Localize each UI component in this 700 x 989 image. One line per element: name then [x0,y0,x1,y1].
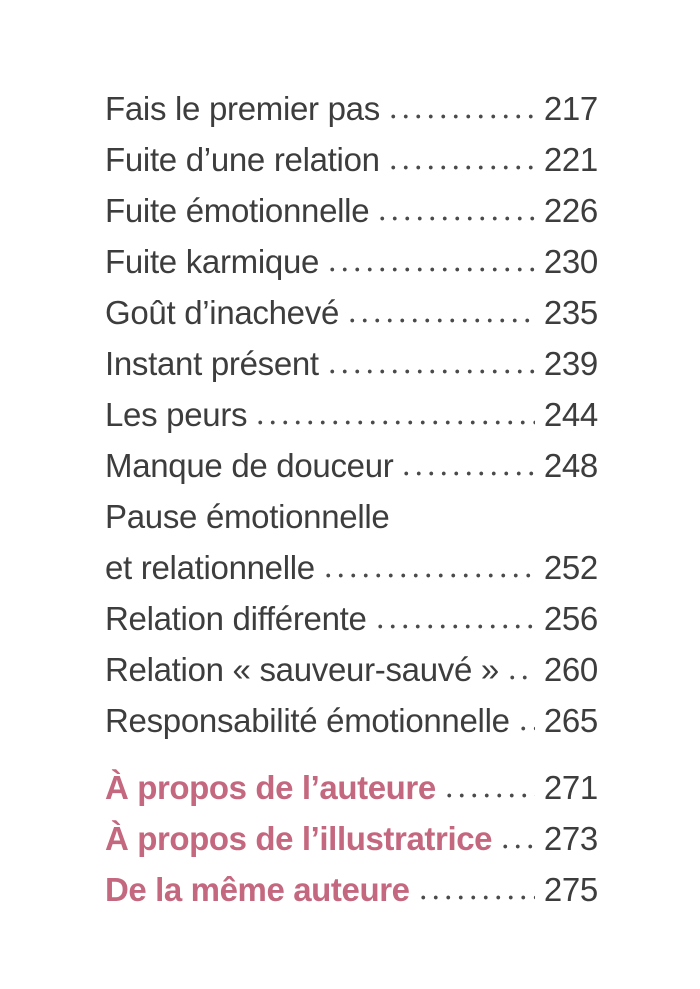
toc-entry: Goût d’inachevé 235 [105,294,598,345]
toc-entry: Fais le premier pas 217 [105,90,598,141]
dotted-leader [326,266,535,273]
toc-entry-title: De la même auteure [105,871,410,908]
dotted-leader [505,674,535,681]
toc-entry-page-number: 230 [543,243,598,280]
toc-entry-page-number: 221 [543,141,598,178]
toc-entry: Relation différente 256 [105,600,598,651]
toc-entry-title: À propos de l’auteure [105,769,436,806]
toc-entry-page-number: 226 [543,192,598,229]
dotted-leader [386,113,535,120]
toc-entry: Responsabilité émotionnelle 265 [105,702,598,753]
toc-entry-page-number: 235 [543,294,598,331]
toc-entry-accent: À propos de l’illustratrice 273 [105,820,598,871]
toc-entry-title: À propos de l’illustratrice [105,820,493,857]
toc-entry-page-number: 265 [543,702,598,739]
toc-entry-page-number: 248 [543,447,598,484]
toc-entry-title: Les peurs [105,396,248,433]
toc-section-chapters: Fais le premier pas 217 Fuite d’une rela… [105,90,598,753]
dotted-leader [416,894,535,901]
toc-entry-page-number: 239 [543,345,598,382]
dotted-leader [400,470,535,477]
toc-entry-page-number: 256 [543,600,598,637]
dotted-leader [254,419,535,426]
toc-entry-title: Responsabilité émotionnelle [105,702,510,739]
dotted-leader [386,164,535,171]
toc-entry-page-number: 217 [543,90,598,127]
toc-entry-title: et relationnelle [105,549,315,586]
toc-entry-page-number: 273 [543,820,598,857]
toc-entry: Les peurs 244 [105,396,598,447]
toc-section-backmatter: À propos de l’auteure 271 À propos de l’… [105,769,598,922]
toc-entry-title: Relation « sauveur-sauvé » [105,651,499,688]
dotted-leader [346,317,535,324]
toc-entry-wrapped-line1: Pause émotionnelle [105,498,598,549]
toc-entry: Manque de douceur 248 [105,447,598,498]
toc-entry-title: Fais le premier pas [105,90,380,127]
toc-entry-title: Goût d’inachevé [105,294,339,331]
dotted-leader [325,368,535,375]
toc-entry-page-number: 260 [543,651,598,688]
toc-entry-wrapped-line2: et relationnelle 252 [105,549,598,600]
toc-entry-title: Fuite émotionnelle [105,192,370,229]
dotted-leader [373,623,535,630]
toc-entry-page-number: 275 [543,871,598,908]
toc-entry-accent: De la même auteure 275 [105,871,598,922]
toc-entry: Fuite d’une relation 221 [105,141,598,192]
toc-entry: Fuite karmique 230 [105,243,598,294]
dotted-leader [499,843,535,850]
toc-entry-title: Manque de douceur [105,447,394,484]
toc-entry-page-number: 244 [543,396,598,433]
toc-entry-title: Pause émotionnelle [105,498,390,535]
dotted-leader [376,215,535,222]
table-of-contents: Fais le premier pas 217 Fuite d’une rela… [105,90,598,922]
toc-entry: Instant présent 239 [105,345,598,396]
toc-entry: Relation « sauveur-sauvé » 260 [105,651,598,702]
toc-entry-page-number: 271 [543,769,598,806]
toc-entry: Fuite émotionnelle 226 [105,192,598,243]
dotted-leader [442,792,535,799]
toc-entry-title: Fuite d’une relation [105,141,380,178]
toc-entry-accent: À propos de l’auteure 271 [105,769,598,820]
toc-entry-title: Relation différente [105,600,367,637]
toc-entry-page-number: 252 [543,549,598,586]
toc-entry-title: Instant présent [105,345,319,382]
dotted-leader [321,572,535,579]
dotted-leader [516,725,535,732]
toc-entry-title: Fuite karmique [105,243,320,280]
